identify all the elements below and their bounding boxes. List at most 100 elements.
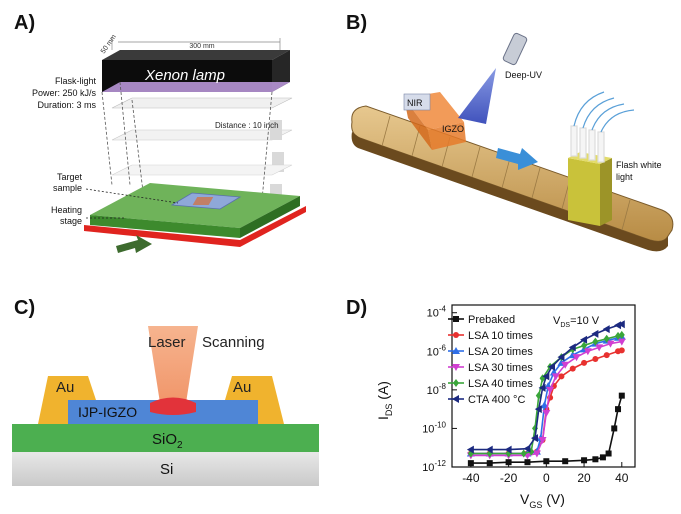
- data-point: [618, 330, 625, 339]
- panel-label-a: A): [14, 12, 36, 34]
- laser-beam: [148, 326, 198, 403]
- flask-power-label: Power: 250 kJ/s: [32, 88, 97, 98]
- data-point: [561, 361, 570, 369]
- y-tick-label: 10-10: [422, 420, 446, 435]
- plot-frame: [451, 304, 636, 468]
- data-point: [538, 437, 547, 444]
- legend-entry: LSA 30 times: [448, 362, 533, 374]
- data-point: [583, 348, 592, 356]
- data-point: [611, 425, 618, 432]
- sio2-layer: [12, 424, 319, 452]
- target-label-1: Target: [57, 172, 83, 182]
- data-point: [592, 337, 599, 346]
- data-point: [581, 359, 588, 366]
- data-point: [543, 458, 550, 465]
- flash-light-unit: [568, 158, 600, 226]
- sio2-label: SiO2: [152, 431, 183, 451]
- scanning-label: Scanning: [202, 334, 265, 351]
- flash-white-label-1: Flash white: [616, 160, 662, 170]
- data-point: [581, 341, 588, 350]
- au-left-label: Au: [56, 379, 74, 396]
- x-tick-label: -40: [462, 471, 480, 485]
- data-point: [534, 405, 542, 414]
- legend-label: Prebaked: [468, 314, 515, 326]
- panel-a-flash-lamp-setup: 300 mm 50 mm Xenon lamp Distance : 10 in…: [32, 33, 306, 253]
- data-point: [504, 445, 512, 454]
- data-point: [581, 457, 588, 464]
- y-tick-label: 10-12: [422, 459, 446, 474]
- y-tick-label: 10-6: [427, 343, 447, 358]
- x-tick-label: -20: [500, 471, 518, 485]
- series-5: [466, 320, 625, 454]
- data-point: [568, 343, 576, 352]
- data-point: [520, 449, 527, 458]
- data-point: [562, 458, 569, 465]
- data-point: [602, 325, 610, 334]
- legend-entry: LSA 40 times: [448, 378, 533, 390]
- legend-label: LSA 10 times: [468, 330, 533, 342]
- panel-b-conveyor-annealing: NIR IGZO Deep-UV Flash white light: [351, 32, 674, 252]
- legend-marker: [452, 347, 460, 354]
- x-tick-label: 20: [577, 471, 591, 485]
- series-0: [467, 392, 625, 467]
- x-tick-label: 0: [543, 471, 550, 485]
- panel-label-d: D): [346, 297, 368, 319]
- data-point: [592, 456, 599, 463]
- lamp-label: Xenon lamp: [144, 67, 225, 84]
- data-point: [547, 362, 555, 371]
- lamp-top: [102, 50, 290, 60]
- dimension-depth-label: 50 mm: [100, 33, 118, 55]
- legend-entry: Prebaked: [448, 314, 515, 326]
- x-axis-label: VGS (V): [520, 491, 565, 510]
- dimension-width-label: 300 mm: [189, 43, 214, 50]
- data-point: [605, 450, 612, 457]
- data-point: [467, 460, 474, 467]
- heating-label-2: stage: [60, 216, 82, 226]
- data-point: [540, 401, 549, 409]
- legend-label: LSA 20 times: [468, 346, 533, 358]
- si-label: Si: [160, 461, 173, 478]
- legend-entry: CTA 400 °C: [448, 394, 525, 406]
- laser-spot: [150, 397, 196, 415]
- legend-marker: [453, 316, 459, 322]
- data-point: [485, 445, 493, 454]
- data-point: [580, 335, 588, 344]
- data-point: [558, 373, 565, 380]
- data-point: [569, 365, 576, 372]
- y-axis-label: IDS (A): [375, 381, 394, 420]
- legend-marker: [452, 364, 460, 371]
- panel-d-transfer-chart: -40 -20 0 20 40 10-4 10-6 10-8 10-10 10-12 Prebak…: [375, 304, 636, 510]
- legend-entry: LSA 20 times: [448, 346, 533, 358]
- laser-label: Laser: [148, 334, 186, 351]
- data-point: [538, 383, 546, 392]
- data-point: [618, 392, 625, 399]
- legend-marker: [452, 395, 459, 403]
- data-point: [599, 454, 606, 461]
- data-point: [505, 459, 512, 466]
- data-point: [591, 329, 599, 338]
- data-point: [523, 444, 531, 453]
- data-point: [615, 406, 622, 413]
- target-label-2: sample: [53, 183, 82, 193]
- heater-plate: [84, 206, 306, 247]
- legend-marker: [453, 379, 459, 387]
- vds-annotation: VDS=10 V: [553, 315, 600, 329]
- data-point: [603, 352, 610, 359]
- data-point: [557, 353, 565, 362]
- series-line: [470, 323, 623, 451]
- data-point: [617, 320, 625, 329]
- nir-label: NIR: [407, 98, 423, 108]
- legend-label: LSA 40 times: [468, 378, 533, 390]
- flask-light-label: Flask-light: [55, 76, 97, 86]
- data-point: [595, 344, 604, 352]
- au-right-label: Au: [233, 379, 251, 396]
- data-point: [532, 450, 541, 458]
- data-point: [551, 373, 560, 381]
- legend-marker: [453, 332, 459, 338]
- distance-label: Distance : 10 inch: [215, 121, 279, 130]
- data-point: [603, 334, 610, 343]
- deep-uv-lamp: [502, 32, 528, 66]
- legend-label: LSA 30 times: [468, 362, 533, 374]
- y-tick-label: 10-8: [427, 382, 447, 397]
